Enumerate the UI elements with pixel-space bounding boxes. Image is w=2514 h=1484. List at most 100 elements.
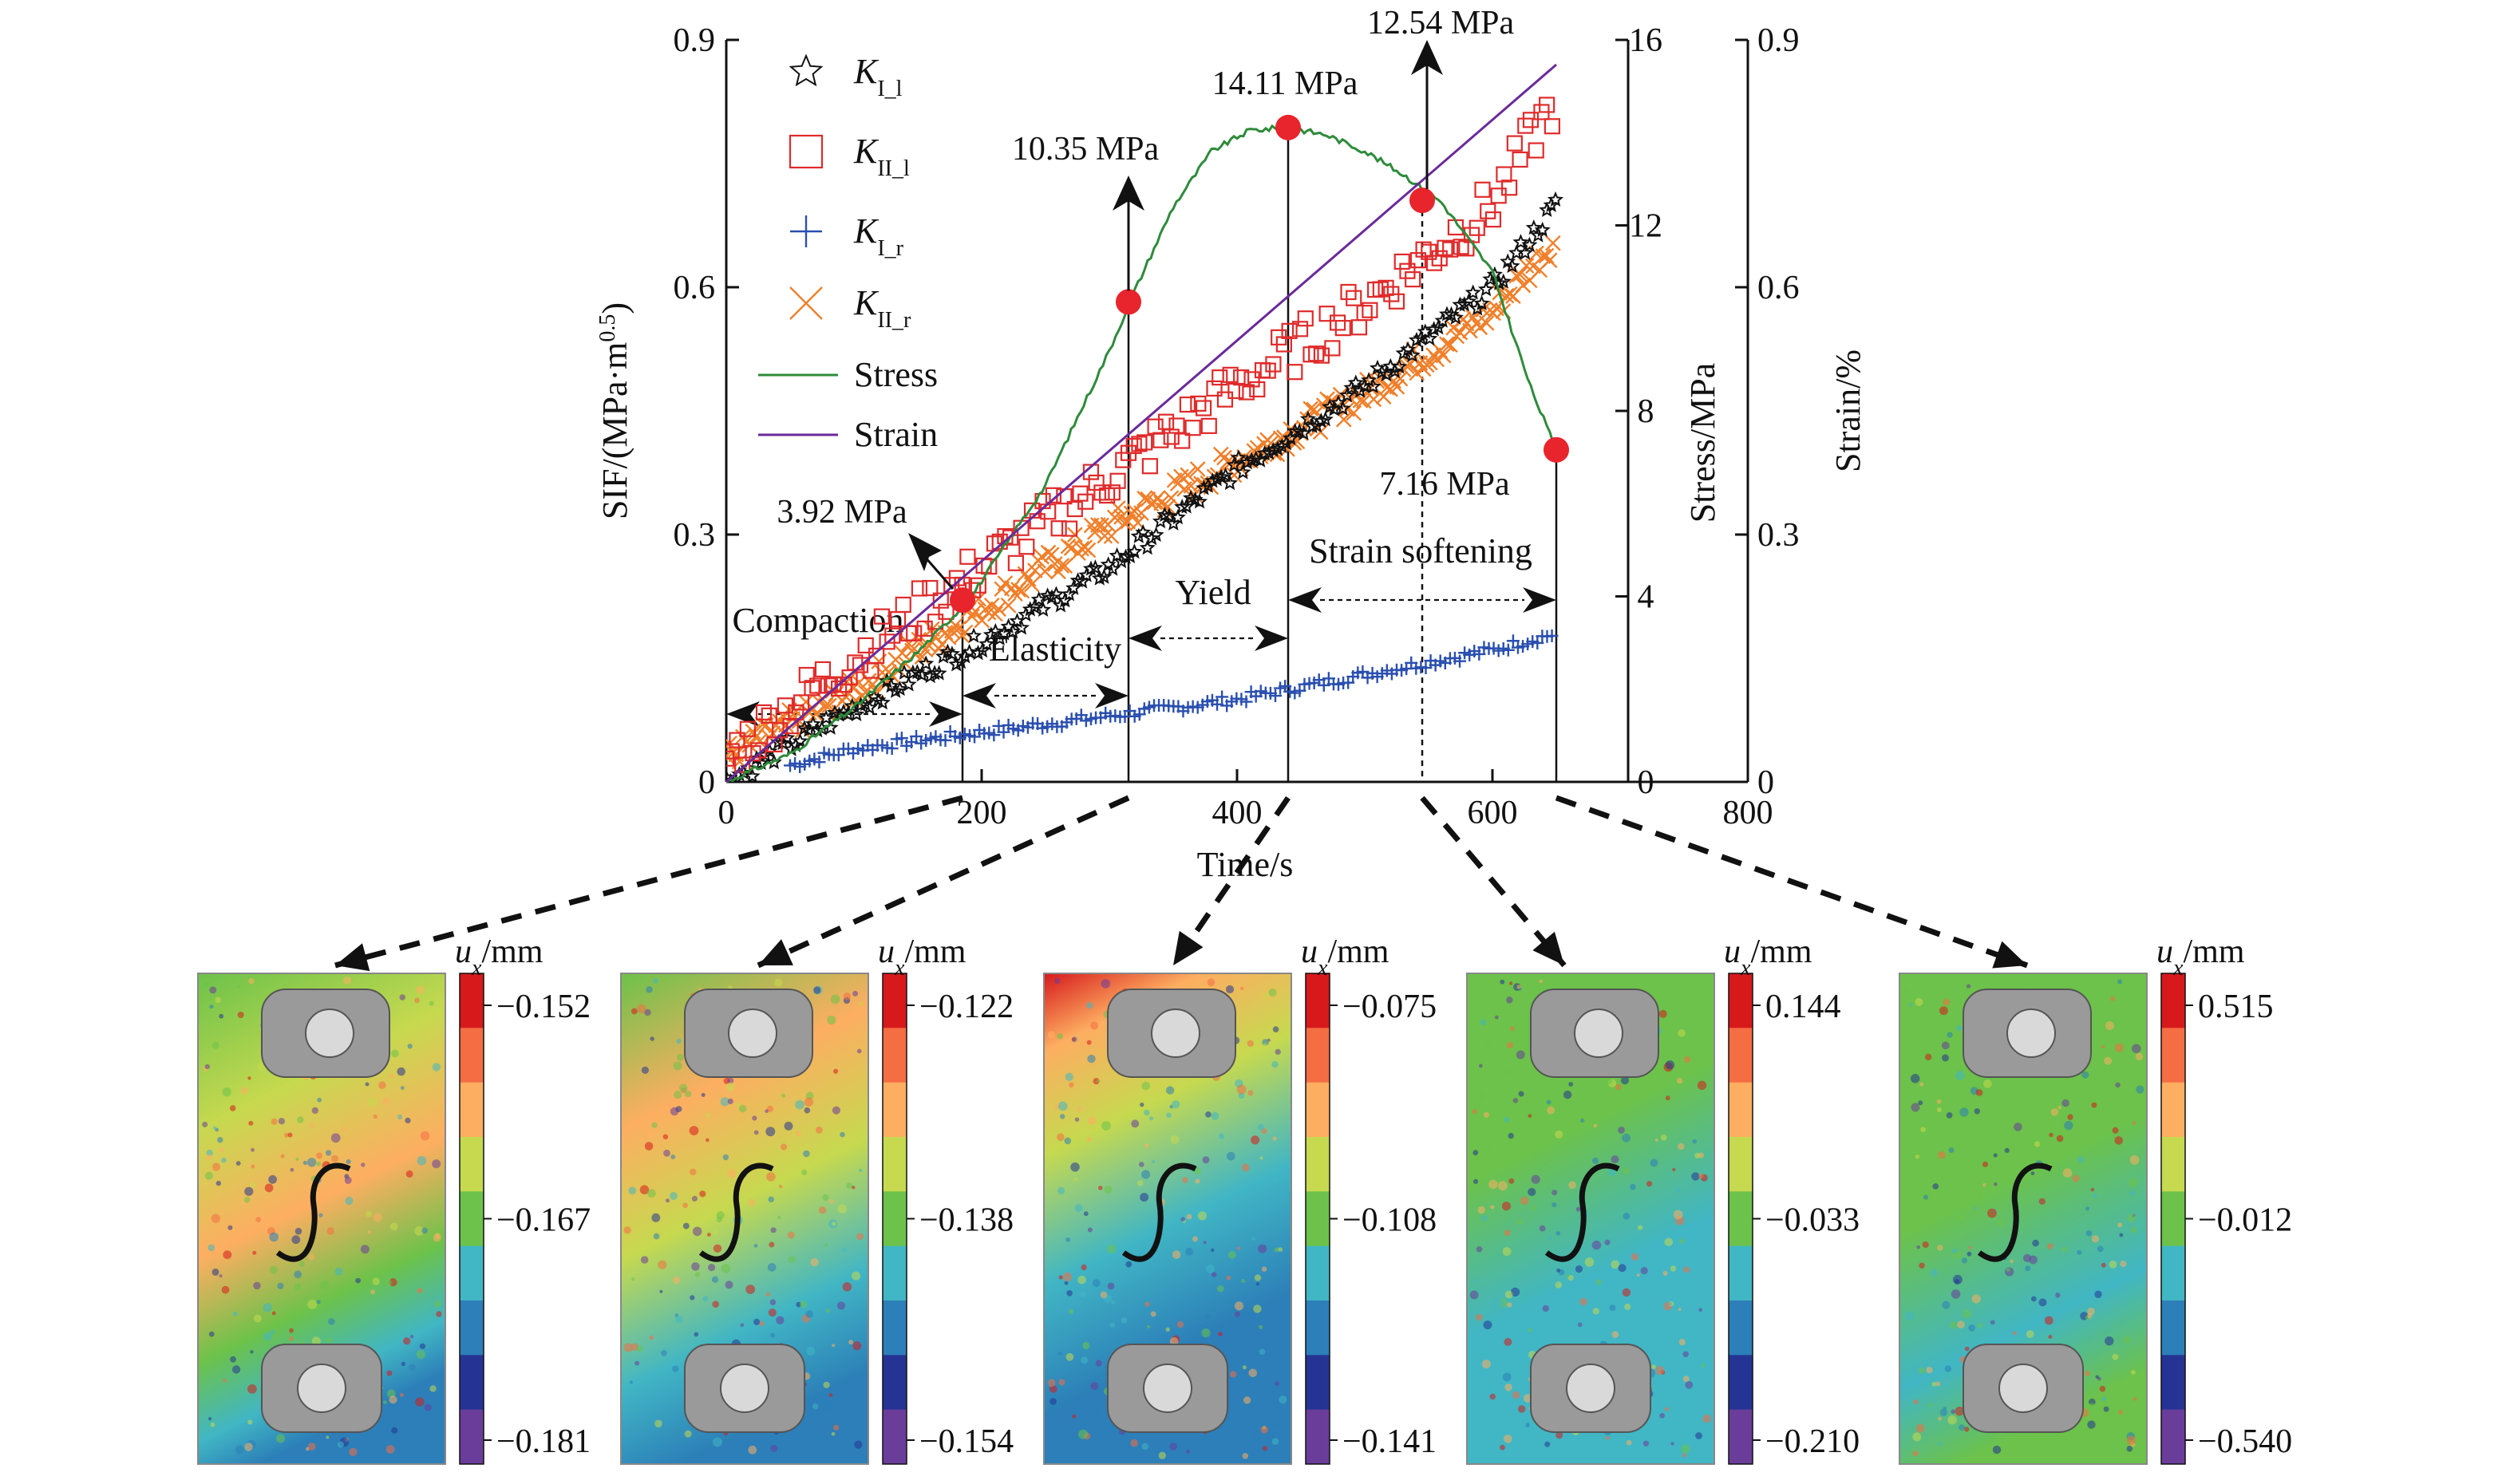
field-speckle (788, 1256, 796, 1264)
field-speckle (1650, 1364, 1656, 1370)
point-K_I_l (1235, 464, 1251, 480)
point-K_I_r (1239, 695, 1253, 708)
point-K_II_l (1544, 118, 1560, 135)
strain-tick-label: 0 (1757, 764, 1774, 801)
field-speckle (2101, 1396, 2107, 1402)
field-speckle (1678, 1238, 1685, 1244)
field-speckle (219, 1013, 224, 1019)
field-speckle (204, 1064, 210, 1070)
field-speckle (800, 1300, 807, 1308)
point-K_II_l (1334, 320, 1351, 337)
field-speckle (1072, 1414, 1077, 1419)
field-speckle (629, 1380, 633, 1384)
field-speckle (765, 1109, 769, 1113)
field-speckle (1247, 1040, 1255, 1048)
field-speckle (2117, 1222, 2123, 1228)
field-speckle (801, 1169, 808, 1175)
field-speckle (326, 1435, 330, 1439)
field-speckle (628, 1186, 637, 1195)
field-speckle (2128, 1178, 2138, 1188)
field-speckle (1624, 1303, 1631, 1310)
field-speckle (1665, 1095, 1670, 1101)
field-speckle (2081, 1071, 2089, 1079)
field-speckle (2105, 1336, 2114, 1346)
field-speckle (231, 1365, 241, 1374)
stage-label-compaction: Compaction (732, 601, 903, 640)
field-speckle (2103, 1406, 2109, 1412)
field-speckle (679, 1083, 688, 1093)
clamp-bottom-bolt (1998, 1364, 2048, 1413)
field-speckle (1910, 1074, 1920, 1083)
point-K_II_l (1318, 306, 1335, 322)
field-speckle (1974, 1157, 1982, 1164)
field-speckle (1678, 1339, 1686, 1346)
point-K_I_l (1395, 345, 1412, 361)
field-speckle (1086, 1136, 1093, 1143)
point-K_II_r (920, 637, 937, 653)
field-speckle (429, 1385, 437, 1392)
field-speckle (252, 1250, 257, 1255)
field-speckle (636, 1345, 643, 1352)
field-speckle (271, 1118, 278, 1125)
field-speckle (1579, 1297, 1587, 1306)
field-speckle (1531, 1206, 1537, 1211)
field-speckle (2085, 1206, 2090, 1211)
field-speckle (1149, 1116, 1154, 1121)
field-speckle (1930, 1269, 1939, 1277)
colorbar-segment (1729, 1409, 1753, 1465)
field-speckle (1911, 1103, 1920, 1112)
field-speckle (365, 1082, 370, 1087)
field-speckle (2094, 1290, 2102, 1299)
field-speckle (1144, 1301, 1150, 1307)
field-speckle (1935, 1381, 1941, 1387)
point-K_I_l (927, 665, 943, 681)
field-speckle (2093, 1193, 2098, 1198)
field-speckle (1646, 1181, 1653, 1187)
field-speckle (328, 1318, 335, 1325)
point-K_II_l (868, 647, 885, 664)
field-speckle (1047, 1031, 1055, 1039)
field-speckle (1670, 1442, 1674, 1446)
field-speckle (774, 978, 783, 987)
field-speckle (1640, 1267, 1648, 1275)
field-speckle (373, 1213, 382, 1222)
point-K_I_l (1135, 523, 1152, 540)
field-speckle (209, 1004, 214, 1009)
field-speckle (211, 1214, 220, 1223)
point-K_II_l (1340, 283, 1357, 301)
field-speckle (1630, 1183, 1636, 1190)
field-speckle (1260, 1426, 1268, 1434)
field-speckle (721, 1264, 731, 1273)
field-speckle (1469, 1290, 1479, 1300)
field-speckle (651, 1213, 661, 1222)
field-speckle (1192, 1236, 1198, 1242)
field-speckle (1500, 1444, 1505, 1450)
field-speckle (429, 1001, 434, 1006)
field-speckle (2112, 1127, 2119, 1134)
connector-arrow-head (1992, 941, 2027, 969)
field-speckle (278, 1118, 285, 1125)
legend-item-Stress: Stress (758, 355, 938, 394)
point-K_I_l (1525, 219, 1542, 235)
field-speckle (310, 1123, 315, 1128)
field-speckle (1955, 1071, 1965, 1080)
point-K_I_l (1347, 374, 1364, 390)
curve-layer (725, 63, 1558, 783)
field-speckle (1211, 1111, 1219, 1120)
connector-arrow (334, 795, 963, 969)
field-speckle (684, 1091, 692, 1098)
field-speckle (1584, 1257, 1595, 1267)
point-K_II_l (1324, 340, 1341, 357)
point-K_I_l (1165, 515, 1182, 531)
field-speckle (725, 1281, 733, 1289)
elasticity-arrow-head-right (1095, 683, 1129, 708)
field-speckle (713, 1437, 722, 1447)
field-speckle (769, 1241, 775, 1248)
point-K_I_l (1148, 526, 1164, 543)
point-K_II_l (1088, 474, 1105, 491)
point-K_II_r (748, 728, 765, 744)
field-speckle (1254, 1274, 1262, 1281)
field-speckle (343, 977, 352, 985)
field-speckle (219, 1274, 223, 1278)
field-speckle (307, 1300, 318, 1309)
